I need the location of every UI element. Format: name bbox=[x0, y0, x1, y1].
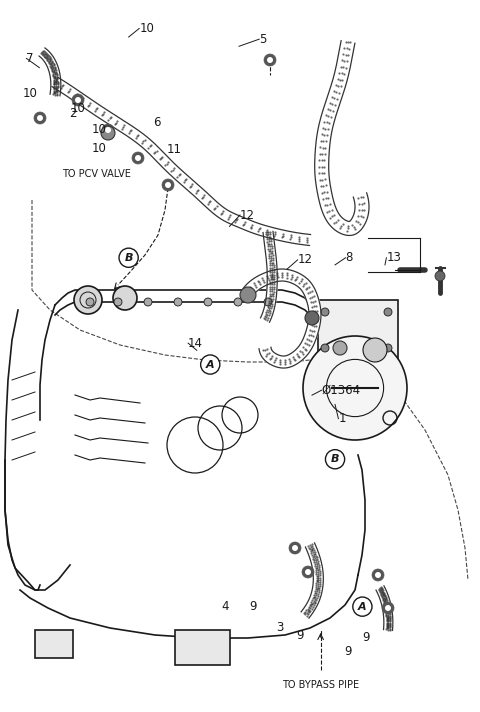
Circle shape bbox=[375, 572, 381, 578]
Circle shape bbox=[72, 94, 84, 106]
Text: Ø1364: Ø1364 bbox=[322, 384, 361, 397]
Polygon shape bbox=[39, 48, 61, 96]
Circle shape bbox=[204, 298, 212, 306]
Text: 10: 10 bbox=[71, 102, 86, 115]
Polygon shape bbox=[52, 78, 311, 246]
Circle shape bbox=[105, 127, 111, 133]
Text: 10: 10 bbox=[139, 22, 154, 35]
Circle shape bbox=[384, 344, 392, 352]
Text: TO BYPASS PIPE: TO BYPASS PIPE bbox=[282, 680, 359, 690]
Circle shape bbox=[132, 152, 144, 164]
Circle shape bbox=[305, 311, 319, 325]
Circle shape bbox=[333, 341, 347, 355]
Circle shape bbox=[305, 569, 311, 575]
Text: B: B bbox=[124, 253, 133, 263]
Circle shape bbox=[201, 355, 220, 374]
Circle shape bbox=[325, 450, 345, 468]
Polygon shape bbox=[315, 41, 369, 236]
Text: 14: 14 bbox=[188, 337, 203, 350]
Text: 4: 4 bbox=[222, 600, 229, 613]
Text: TO PCV VALVE: TO PCV VALVE bbox=[62, 169, 131, 179]
Text: 9: 9 bbox=[345, 645, 352, 658]
Circle shape bbox=[144, 298, 152, 306]
Circle shape bbox=[165, 182, 171, 188]
Text: 8: 8 bbox=[346, 251, 353, 264]
Circle shape bbox=[113, 286, 137, 310]
Circle shape bbox=[240, 287, 256, 303]
Text: 10: 10 bbox=[23, 88, 38, 100]
Circle shape bbox=[119, 248, 138, 267]
Circle shape bbox=[135, 155, 141, 161]
Text: 12: 12 bbox=[298, 253, 312, 266]
Text: 6: 6 bbox=[153, 116, 160, 129]
Circle shape bbox=[292, 545, 298, 551]
Text: 13: 13 bbox=[386, 251, 401, 264]
Circle shape bbox=[264, 54, 276, 66]
Text: 7: 7 bbox=[26, 52, 34, 65]
Circle shape bbox=[303, 336, 407, 440]
Text: A: A bbox=[358, 602, 367, 612]
Circle shape bbox=[353, 597, 372, 616]
Text: 10: 10 bbox=[92, 123, 107, 136]
Circle shape bbox=[302, 566, 314, 578]
Text: 3: 3 bbox=[276, 622, 283, 634]
Text: 9: 9 bbox=[297, 629, 304, 642]
Circle shape bbox=[114, 298, 122, 306]
Text: 11: 11 bbox=[167, 143, 182, 156]
Circle shape bbox=[321, 308, 329, 316]
Text: 9: 9 bbox=[250, 600, 257, 613]
Polygon shape bbox=[261, 231, 277, 323]
Circle shape bbox=[321, 344, 329, 352]
Circle shape bbox=[34, 112, 46, 124]
Circle shape bbox=[385, 605, 391, 611]
Circle shape bbox=[74, 286, 102, 314]
Bar bbox=[175, 630, 230, 665]
Circle shape bbox=[37, 115, 43, 121]
Circle shape bbox=[101, 126, 115, 140]
Text: 12: 12 bbox=[240, 209, 255, 221]
Circle shape bbox=[234, 298, 242, 306]
Circle shape bbox=[267, 57, 273, 63]
Text: 5: 5 bbox=[259, 33, 266, 46]
Text: 10: 10 bbox=[92, 142, 107, 155]
Circle shape bbox=[162, 179, 174, 191]
Circle shape bbox=[382, 602, 394, 614]
Text: 9: 9 bbox=[362, 631, 370, 644]
Circle shape bbox=[75, 97, 81, 103]
Circle shape bbox=[372, 569, 384, 581]
Text: A: A bbox=[206, 360, 215, 370]
Circle shape bbox=[289, 542, 301, 554]
Polygon shape bbox=[301, 543, 324, 618]
Circle shape bbox=[363, 338, 387, 362]
Circle shape bbox=[86, 298, 94, 306]
Circle shape bbox=[435, 271, 445, 281]
Circle shape bbox=[264, 298, 272, 306]
Polygon shape bbox=[243, 269, 321, 368]
Text: B: B bbox=[331, 454, 339, 464]
Text: 2: 2 bbox=[70, 108, 77, 120]
Text: 1: 1 bbox=[338, 412, 346, 425]
Circle shape bbox=[384, 308, 392, 316]
Bar bbox=[318, 300, 398, 358]
Circle shape bbox=[174, 298, 182, 306]
Polygon shape bbox=[376, 586, 393, 630]
Circle shape bbox=[102, 124, 114, 136]
Bar bbox=[35, 630, 73, 658]
